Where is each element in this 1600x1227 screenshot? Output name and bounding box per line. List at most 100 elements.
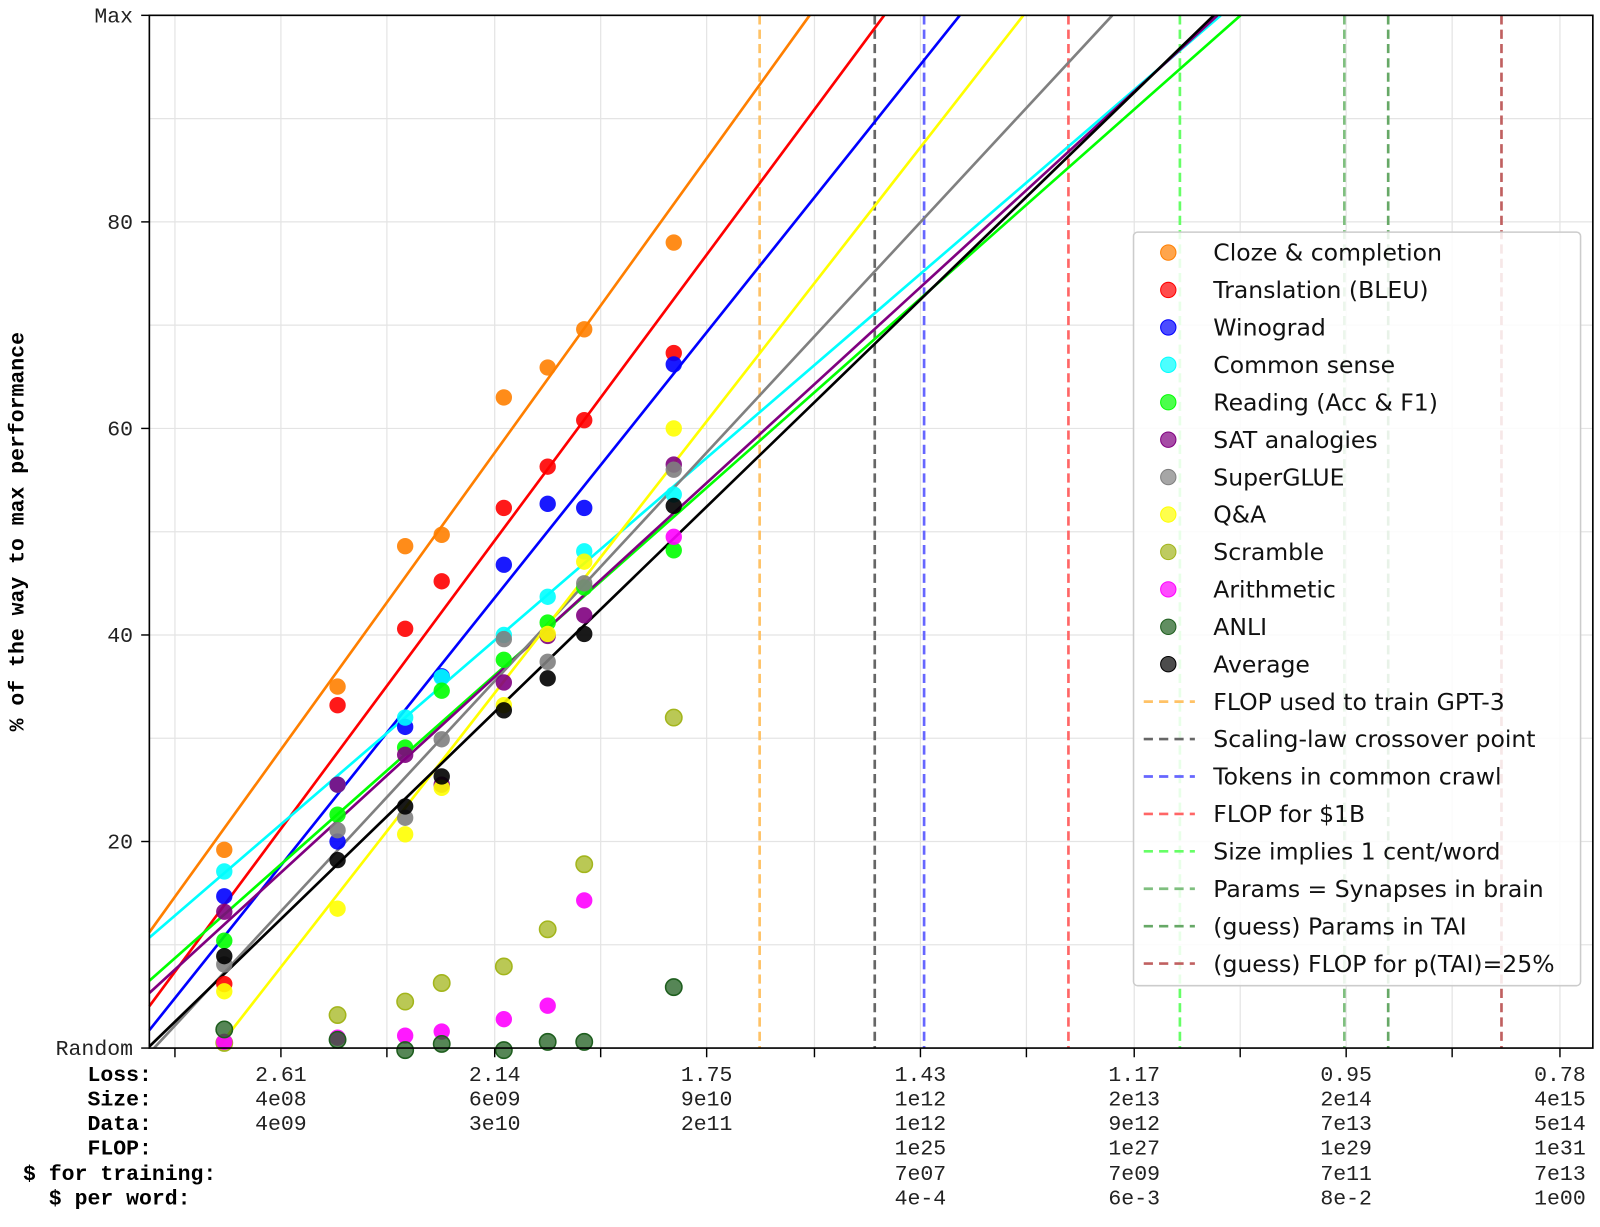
data-point	[539, 997, 556, 1014]
legend-marker	[1160, 281, 1177, 299]
legend-marker	[1160, 656, 1177, 673]
x-tick-label: 7e13	[1320, 1113, 1372, 1137]
y-tick-label: 60	[107, 419, 133, 443]
x-tick-label: 1e12	[895, 1088, 947, 1112]
x-tick-label: 1e25	[895, 1137, 947, 1161]
x-tick-label: 3e10	[469, 1113, 521, 1137]
legend-label: Cloze & completion	[1213, 239, 1442, 267]
legend-marker	[1160, 506, 1177, 523]
data-point	[495, 499, 513, 517]
y-axis: Random 20 40 60 80 Max	[56, 5, 150, 1062]
fit-line	[148, 14, 811, 934]
data-point	[495, 389, 513, 406]
data-point	[665, 234, 682, 251]
data-point	[329, 678, 346, 695]
data-point	[396, 1027, 414, 1044]
x-tick-label: 6e09	[469, 1088, 521, 1112]
x-tick-label: 7e11	[1320, 1163, 1372, 1187]
data-point	[433, 669, 450, 686]
data-point	[432, 974, 451, 992]
data-point	[328, 1030, 347, 1049]
x-tick-label: 4e08	[255, 1088, 307, 1112]
data-point	[216, 932, 233, 949]
data-point	[329, 776, 346, 793]
data-point	[216, 947, 233, 965]
data-point	[539, 458, 556, 475]
data-point	[576, 499, 593, 517]
data-point	[433, 768, 450, 785]
legend-label: FLOP used to train GPT-3	[1213, 688, 1504, 716]
x-row-label: $ for training:	[23, 1163, 216, 1187]
data-point	[539, 670, 556, 687]
legend-marker	[1160, 394, 1177, 411]
data-point	[576, 553, 593, 570]
data-point	[329, 821, 346, 839]
data-point	[665, 497, 682, 515]
data-point	[216, 1033, 233, 1051]
data-point	[433, 573, 450, 590]
data-point	[495, 702, 513, 719]
data-point	[576, 321, 593, 338]
legend-label: Average	[1213, 650, 1310, 678]
y-tick-label: Random	[56, 1038, 133, 1062]
data-point	[396, 537, 414, 555]
fit-line	[148, 14, 1219, 994]
legend-label: SuperGLUE	[1213, 463, 1344, 491]
data-point	[665, 528, 682, 546]
legend-label: (guess) Params in TAI	[1213, 912, 1466, 940]
fit-line	[216, 14, 1025, 1049]
data-point	[665, 420, 682, 437]
data-point	[664, 708, 683, 727]
data-point	[576, 575, 593, 592]
data-point	[396, 709, 414, 726]
data-point	[329, 806, 346, 823]
x-tick-label: 1.75	[681, 1064, 733, 1088]
data-point	[665, 486, 682, 503]
data-point	[539, 653, 556, 671]
x-tick-label: 1e12	[895, 1113, 947, 1137]
legend: Cloze & completion Translation (BLEU) Wino…	[1132, 231, 1582, 987]
x-tick-label: 0.78	[1534, 1064, 1586, 1088]
legend-label: SAT analogies	[1213, 426, 1377, 454]
data-point	[538, 1032, 557, 1051]
data-point	[495, 651, 513, 668]
legend-label: Arithmetic	[1213, 576, 1336, 604]
x-tick-label: 1e27	[1108, 1137, 1160, 1161]
data-point	[433, 1023, 450, 1040]
data-point	[329, 851, 346, 869]
x-tick-label: 1.43	[895, 1064, 947, 1088]
data-point	[396, 798, 414, 815]
x-tick-label: 2e14	[1320, 1088, 1372, 1112]
data-point	[433, 526, 450, 543]
data-point	[215, 1020, 234, 1039]
legend-label: Q&A	[1213, 501, 1266, 529]
x-tick-label: 9e10	[681, 1088, 733, 1112]
fit-line	[153, 14, 1114, 1049]
data-point	[433, 779, 450, 796]
x-row-label: Size:	[87, 1088, 151, 1112]
data-point	[494, 1041, 513, 1060]
data-point	[665, 542, 682, 559]
x-tick-label: 4e09	[255, 1113, 307, 1137]
data-point	[665, 344, 682, 362]
legend-label: Reading (Acc & F1)	[1213, 388, 1438, 416]
data-point	[396, 746, 414, 763]
legend-marker	[1160, 356, 1177, 374]
data-point	[576, 411, 593, 429]
data-point	[665, 356, 682, 373]
data-point	[216, 903, 233, 920]
y-tick-label: 80	[107, 212, 133, 236]
legend-marker	[1160, 618, 1177, 635]
data-point	[494, 957, 513, 976]
data-point	[575, 1032, 594, 1051]
legend-marker	[1160, 244, 1177, 261]
fit-line	[148, 14, 886, 1007]
x-tick-label: 4e15	[1534, 1088, 1586, 1112]
legend-box	[1132, 231, 1582, 987]
data-point	[216, 983, 233, 1000]
x-row-label: Data:	[87, 1113, 151, 1137]
data-point	[433, 682, 450, 699]
legend-label: Tokens in common crawl	[1212, 763, 1501, 791]
x-tick-label: 1.17	[1108, 1064, 1160, 1088]
